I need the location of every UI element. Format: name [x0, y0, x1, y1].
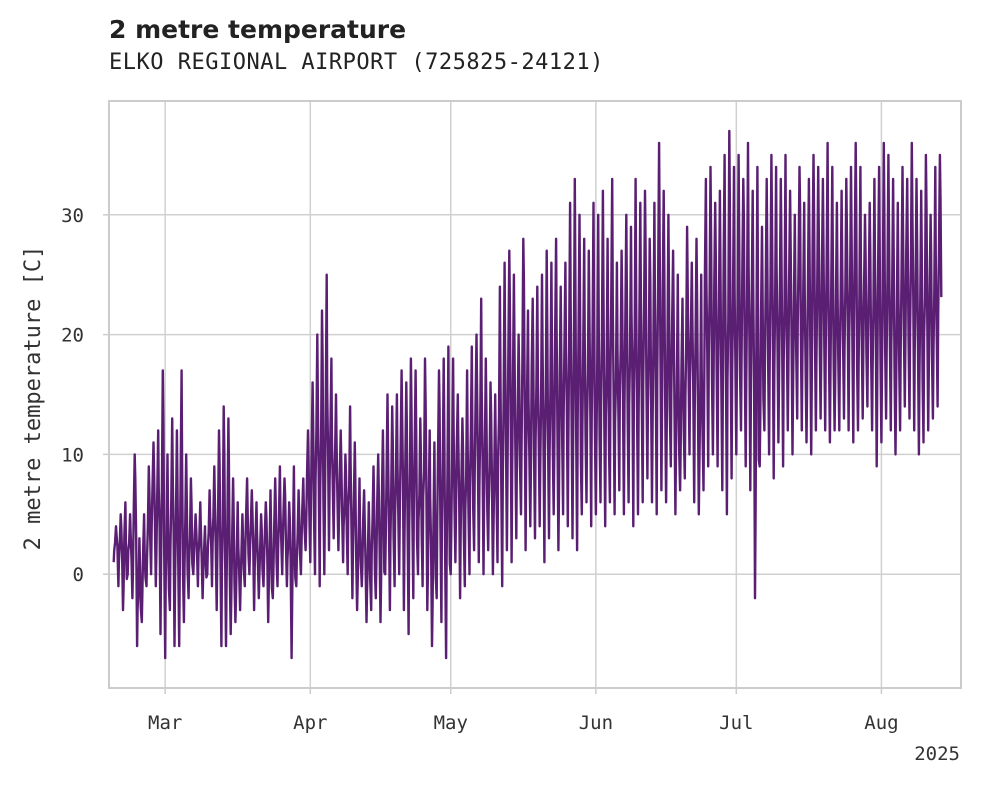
x-year-label: 2025 — [914, 743, 960, 765]
y-tick-label: 10 — [61, 444, 84, 466]
y-tick-label: 20 — [61, 325, 84, 347]
y-tick-label: 30 — [61, 205, 84, 227]
chart-title: 2 metre temperature — [109, 15, 407, 44]
temperature-series-line — [112, 129, 943, 660]
x-tick-label: Aug — [864, 712, 898, 734]
x-tick-label: May — [434, 712, 468, 734]
plot-frame — [108, 100, 962, 689]
x-tick-label: Apr — [293, 712, 327, 734]
x-tick-label: Mar — [148, 712, 182, 734]
chart-subtitle: ELKO REGIONAL AIRPORT (725825-24121) — [109, 50, 604, 75]
x-axis: Mar Apr May Jun Jul Aug — [148, 688, 899, 734]
x-tick-label: Jul — [719, 712, 753, 734]
x-tick-label: Jun — [579, 712, 613, 734]
y-tick-label: 0 — [73, 564, 84, 586]
y-axis: 0 10 20 30 — [61, 205, 109, 586]
y-axis-label: 2 metre temperature [C] — [21, 246, 46, 551]
